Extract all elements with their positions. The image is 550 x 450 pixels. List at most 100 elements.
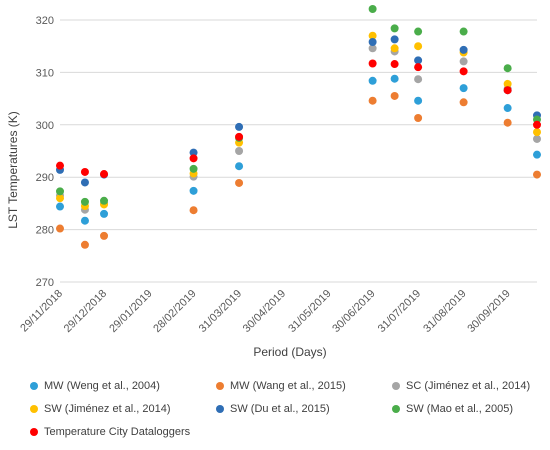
legend-marker — [216, 382, 224, 390]
x-tick-label: 31/07/2019 — [376, 288, 423, 335]
x-tick-label: 29/01/2019 — [107, 288, 154, 335]
data-point-series-1 — [414, 96, 423, 105]
y-tick-labels: 270 280 290 300 310 320 — [36, 15, 54, 289]
data-point-series-6 — [100, 196, 109, 205]
data-point-series-2 — [235, 178, 244, 187]
data-point-series-1 — [459, 84, 468, 93]
data-point-series-5 — [459, 45, 468, 54]
legend-marker — [30, 382, 38, 390]
data-point-series-1 — [368, 76, 377, 85]
data-point-series-7 — [503, 86, 512, 95]
data-point-series-6 — [503, 64, 512, 73]
legend-marker — [30, 405, 38, 413]
x-tick-label: 30/06/2019 — [330, 288, 377, 335]
legend-item: SC (Jiménez et al., 2014) — [392, 380, 530, 392]
y-tick-label: 270 — [36, 277, 54, 289]
data-point-series-2 — [390, 91, 399, 100]
x-tick-label: 29/11/2018 — [18, 288, 65, 335]
legend-marker — [30, 428, 38, 436]
data-point-series-7 — [533, 120, 541, 129]
data-point-series-2 — [414, 113, 423, 122]
data-point-series-1 — [56, 202, 64, 211]
legend-label: SC (Jiménez et al., 2014) — [406, 380, 531, 392]
data-point-series-4 — [503, 79, 512, 88]
legend-label: SW (Du et al., 2015) — [230, 403, 330, 415]
data-point-series-6 — [368, 4, 377, 13]
legend-marker — [392, 382, 400, 390]
data-points — [56, 4, 541, 249]
data-point-series-1 — [189, 186, 198, 195]
y-tick-label: 320 — [36, 15, 54, 27]
x-tick-label: 29/12/2018 — [62, 288, 109, 335]
data-point-series-5 — [390, 35, 399, 44]
legend-item: MW (Wang et al., 2015) — [216, 380, 346, 392]
data-point-series-6 — [459, 27, 468, 36]
data-point-series-7 — [368, 59, 377, 68]
data-point-series-2 — [368, 96, 377, 105]
legend-label: Temperature City Dataloggers — [44, 426, 191, 438]
legend-label: MW (Wang et al., 2015) — [230, 380, 346, 392]
data-point-series-1 — [80, 216, 89, 225]
data-point-series-4 — [56, 194, 64, 203]
legend-item: MW (Weng et al., 2004) — [30, 380, 160, 392]
x-axis-title: Period (Days) — [253, 345, 326, 359]
data-point-series-3 — [459, 57, 468, 66]
x-tick-label: 28/02/2019 — [151, 288, 198, 335]
legend-item: SW (Mao et al., 2005) — [392, 403, 513, 415]
data-point-series-3 — [235, 147, 244, 155]
y-tick-label: 310 — [36, 67, 54, 79]
data-point-series-7 — [56, 161, 64, 170]
legend-item: Temperature City Dataloggers — [30, 426, 190, 438]
y-axis-title: LST Temperatures (K) — [6, 111, 20, 229]
data-point-series-6 — [189, 164, 198, 173]
data-point-series-7 — [100, 170, 109, 179]
data-point-series-1 — [533, 150, 541, 159]
y-tick-label: 280 — [36, 225, 54, 237]
x-tick-label: 31/03/2019 — [197, 288, 244, 335]
data-point-series-2 — [459, 98, 468, 107]
data-point-series-1 — [390, 74, 399, 83]
x-tick-labels: 29/11/201829/12/201829/01/201928/02/2019… — [18, 288, 512, 335]
data-point-series-5 — [80, 178, 89, 187]
data-point-series-7 — [390, 60, 399, 69]
x-tick-label: 31/08/2019 — [421, 288, 468, 335]
x-tick-label: 30/04/2019 — [241, 288, 288, 335]
data-point-series-4 — [390, 44, 399, 53]
legend-label: SW (Jiménez et al., 2014) — [44, 403, 171, 415]
legend-marker — [392, 405, 400, 413]
data-point-series-7 — [459, 67, 468, 76]
data-point-series-2 — [503, 118, 512, 127]
data-point-series-3 — [414, 75, 423, 84]
data-point-series-4 — [368, 31, 377, 40]
x-tick-label: 31/05/2019 — [286, 288, 333, 335]
data-point-series-6 — [414, 27, 423, 36]
grid-lines — [60, 19, 537, 283]
data-point-series-3 — [533, 134, 541, 143]
legend-item: SW (Du et al., 2015) — [216, 403, 330, 415]
data-point-series-2 — [80, 240, 89, 249]
x-tick-label: 30/09/2019 — [465, 288, 512, 335]
data-point-series-6 — [80, 197, 89, 206]
data-point-series-7 — [80, 167, 89, 176]
data-point-series-4 — [533, 128, 541, 137]
data-point-series-7 — [235, 132, 244, 141]
data-point-series-3 — [368, 44, 377, 53]
legend-item: SW (Jiménez et al., 2014) — [30, 403, 171, 415]
data-point-series-2 — [100, 231, 109, 240]
data-point-series-5 — [414, 56, 423, 65]
data-point-series-1 — [235, 162, 244, 171]
data-point-series-5 — [189, 148, 198, 157]
data-point-series-5 — [235, 122, 244, 131]
legend-label: SW (Mao et al., 2005) — [406, 403, 513, 415]
data-point-series-2 — [56, 224, 64, 233]
y-tick-label: 300 — [36, 120, 54, 132]
data-point-series-6 — [390, 24, 399, 33]
data-point-series-7 — [414, 63, 423, 72]
data-point-series-4 — [414, 42, 423, 51]
data-point-series-6 — [56, 187, 64, 196]
data-point-series-1 — [100, 209, 109, 218]
data-point-series-2 — [533, 170, 541, 179]
y-tick-label: 290 — [36, 172, 54, 184]
data-point-series-2 — [189, 206, 198, 215]
